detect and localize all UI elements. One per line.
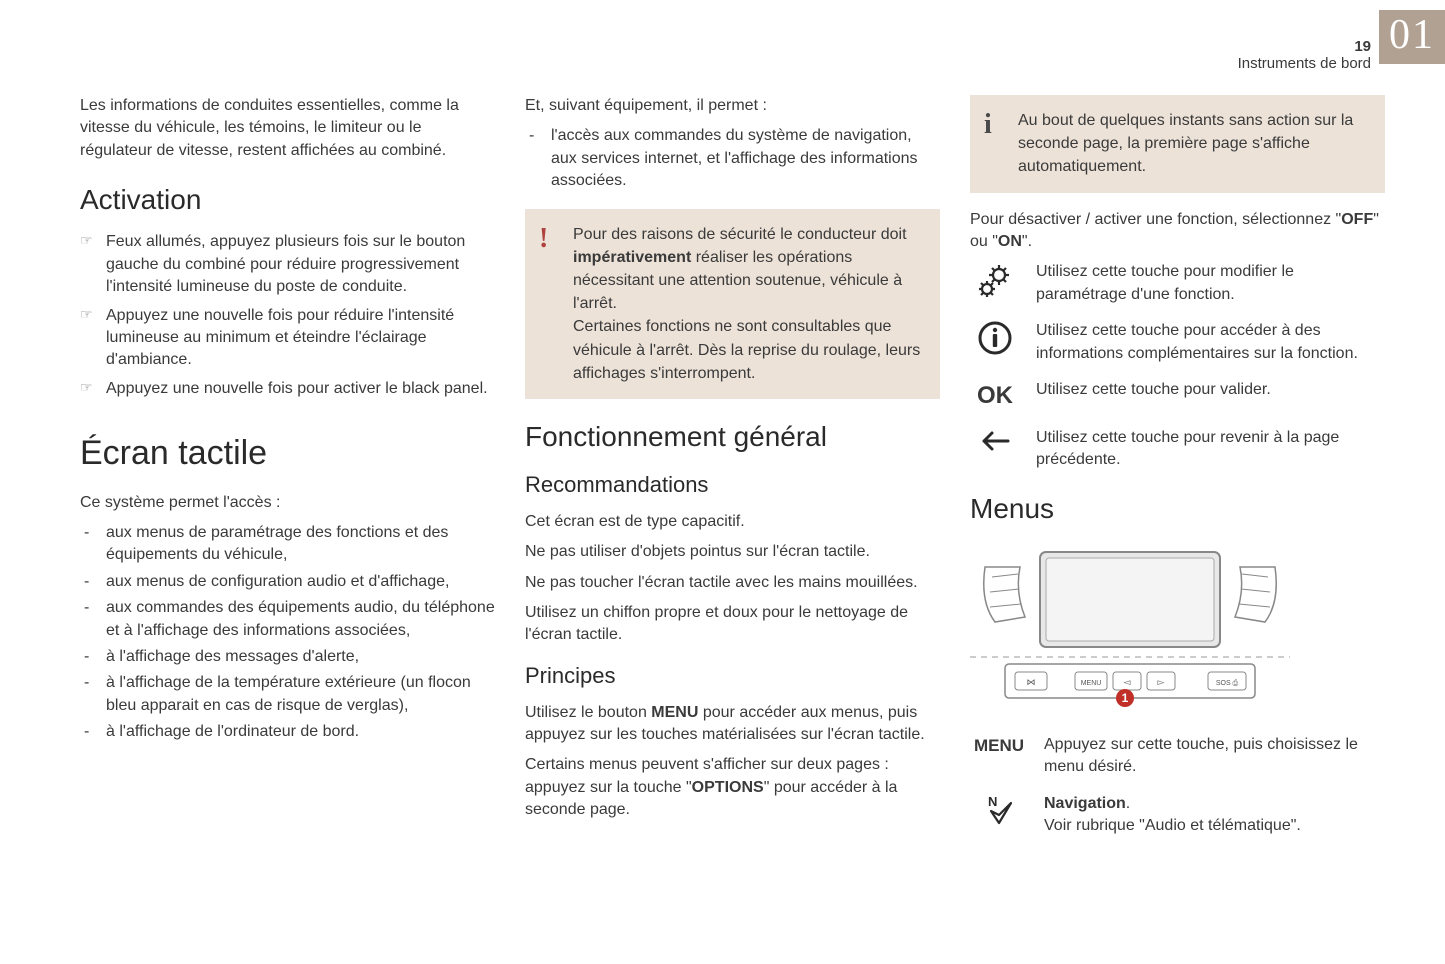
- ecran-list: aux menus de paramétrage des fonctions e…: [80, 522, 495, 744]
- recommandations-heading: Recommandations: [525, 470, 940, 501]
- list-item: Feux allumés, appuyez plusieurs fois sur…: [80, 231, 495, 298]
- text: Pour désactiver / activer une fonction, …: [970, 211, 1341, 228]
- activation-list: Feux allumés, appuyez plusieurs fois sur…: [80, 231, 495, 400]
- page-number-section: 19 Instruments de bord: [1238, 10, 1371, 72]
- reco-p3: Ne pas toucher l'écran tactile avec les …: [525, 572, 940, 594]
- back-button-row: Utilisez cette touche pour revenir à la …: [970, 427, 1385, 472]
- content-columns: Les informations de conduites essentiell…: [80, 95, 1385, 851]
- principes-p1: Utilisez le bouton MENU pour accéder aux…: [525, 702, 940, 747]
- activation-heading: Activation: [80, 180, 495, 219]
- back-arrow-icon: [970, 427, 1020, 455]
- ok-button-text: Utilisez cette touche pour valider.: [1036, 379, 1385, 401]
- reco-p2: Ne pas utiliser d'objets pointus sur l'é…: [525, 541, 940, 563]
- list-item: aux menus de paramétrage des fonctions e…: [80, 522, 495, 567]
- reco-p1: Cet écran est de type capacitif.: [525, 511, 940, 533]
- ecran-tactile-heading: Écran tactile: [80, 430, 495, 478]
- warning-callout: ! Pour des raisons de sécurité le conduc…: [525, 209, 940, 399]
- list-item: aux menus de configuration audio et d'af…: [80, 571, 495, 593]
- menu-bold: MENU: [651, 704, 698, 721]
- menu-button-text: Appuyez sur cette touche, puis choisisse…: [1044, 734, 1385, 779]
- reco-p4: Utilisez un chiffon propre et doux pour …: [525, 602, 940, 647]
- info-circle-icon: [970, 320, 1020, 356]
- page-header: 19 Instruments de bord 01: [1238, 10, 1445, 72]
- ok-icon: OK: [970, 379, 1020, 413]
- ecran-intro: Ce système permet l'accès :: [80, 492, 495, 514]
- warning-text-bold: impérativement: [573, 249, 691, 266]
- illustration-btn-sos: SOS ⎙: [1216, 680, 1239, 687]
- info-callout: i Au bout de quelques instants sans acti…: [970, 95, 1385, 193]
- off-label: OFF: [1341, 211, 1373, 228]
- navigation-row: N Navigation. Voir rubrique "Audio et té…: [970, 793, 1385, 838]
- text: ".: [1022, 233, 1032, 250]
- list-item: à l'affichage des messages d'alerte,: [80, 646, 495, 668]
- menus-heading: Menus: [970, 489, 1385, 528]
- warning-text-pre: Pour des raisons de sécurité le conducte…: [573, 226, 907, 243]
- illustration-btn-next: ▻: [1158, 677, 1165, 687]
- text: Utilisez le bouton: [525, 704, 651, 721]
- nav-bold: Navigation: [1044, 795, 1126, 812]
- list-item: à l'affichage de l'ordinateur de bord.: [80, 721, 495, 743]
- page-number: 19: [1238, 38, 1371, 55]
- list-item: Appuyez une nouvelle fois pour activer l…: [80, 378, 495, 400]
- gear-icon: [970, 261, 1020, 301]
- principes-p2: Certains menus peuvent s'afficher sur de…: [525, 754, 940, 821]
- svg-text:N: N: [988, 794, 997, 809]
- settings-button-text: Utilisez cette touche pour modifier le p…: [1036, 261, 1385, 306]
- intro-paragraph: Les informations de conduites essentiell…: [80, 95, 495, 162]
- illustration-btn-menu: MENU: [1081, 680, 1102, 687]
- list-item: Appuyez une nouvelle fois pour réduire l…: [80, 305, 495, 372]
- list-item: l'accès aux commandes du système de navi…: [525, 125, 940, 192]
- list-item: aux commandes des équipements audio, du …: [80, 597, 495, 642]
- column-left: Les informations de conduites essentiell…: [80, 95, 495, 851]
- column-right: i Au bout de quelques instants sans acti…: [970, 95, 1385, 851]
- info-button-text: Utilisez cette touche pour accéder à des…: [1036, 320, 1385, 365]
- info-icon: i: [984, 105, 992, 146]
- equip-list: l'accès aux commandes du système de navi…: [525, 125, 940, 192]
- fonctionnement-heading: Fonctionnement général: [525, 417, 940, 456]
- settings-button-row: Utilisez cette touche pour modifier le p…: [970, 261, 1385, 306]
- illustration-btn-prev: ◅: [1124, 677, 1131, 687]
- warning-icon: !: [539, 219, 548, 260]
- toggle-instruction: Pour désactiver / activer une fonction, …: [970, 209, 1385, 254]
- info-callout-text: Au bout de quelques instants sans action…: [1018, 112, 1353, 175]
- on-label: ON: [998, 233, 1022, 250]
- warning-line2: Certaines fonctions ne sont consultables…: [573, 318, 920, 381]
- section-title: Instruments de bord: [1238, 55, 1371, 72]
- illustration-btn-logo: ⋈: [1027, 677, 1036, 687]
- info-button-row: Utilisez cette touche pour accéder à des…: [970, 320, 1385, 365]
- touchscreen-illustration: ⋈ MENU ◅ ▻ SOS ⎙ 1: [970, 542, 1385, 719]
- ok-button-row: OK Utilisez cette touche pour valider.: [970, 379, 1385, 413]
- illustration-marker: 1: [1122, 691, 1129, 705]
- chapter-tab: 01: [1379, 10, 1445, 64]
- principes-heading: Principes: [525, 661, 940, 692]
- back-button-text: Utilisez cette touche pour revenir à la …: [1036, 427, 1385, 472]
- equip-intro: Et, suivant équipement, il permet :: [525, 95, 940, 117]
- options-bold: OPTIONS: [692, 779, 764, 796]
- menu-label-icon: MENU: [970, 734, 1028, 758]
- menu-button-row: MENU Appuyez sur cette touche, puis choi…: [970, 734, 1385, 779]
- list-item: à l'affichage de la température extérieu…: [80, 672, 495, 717]
- navigation-icon: N: [970, 793, 1028, 829]
- navigation-text: Navigation. Voir rubrique "Audio et télé…: [1044, 793, 1385, 838]
- column-middle: Et, suivant équipement, il permet : l'ac…: [525, 95, 940, 851]
